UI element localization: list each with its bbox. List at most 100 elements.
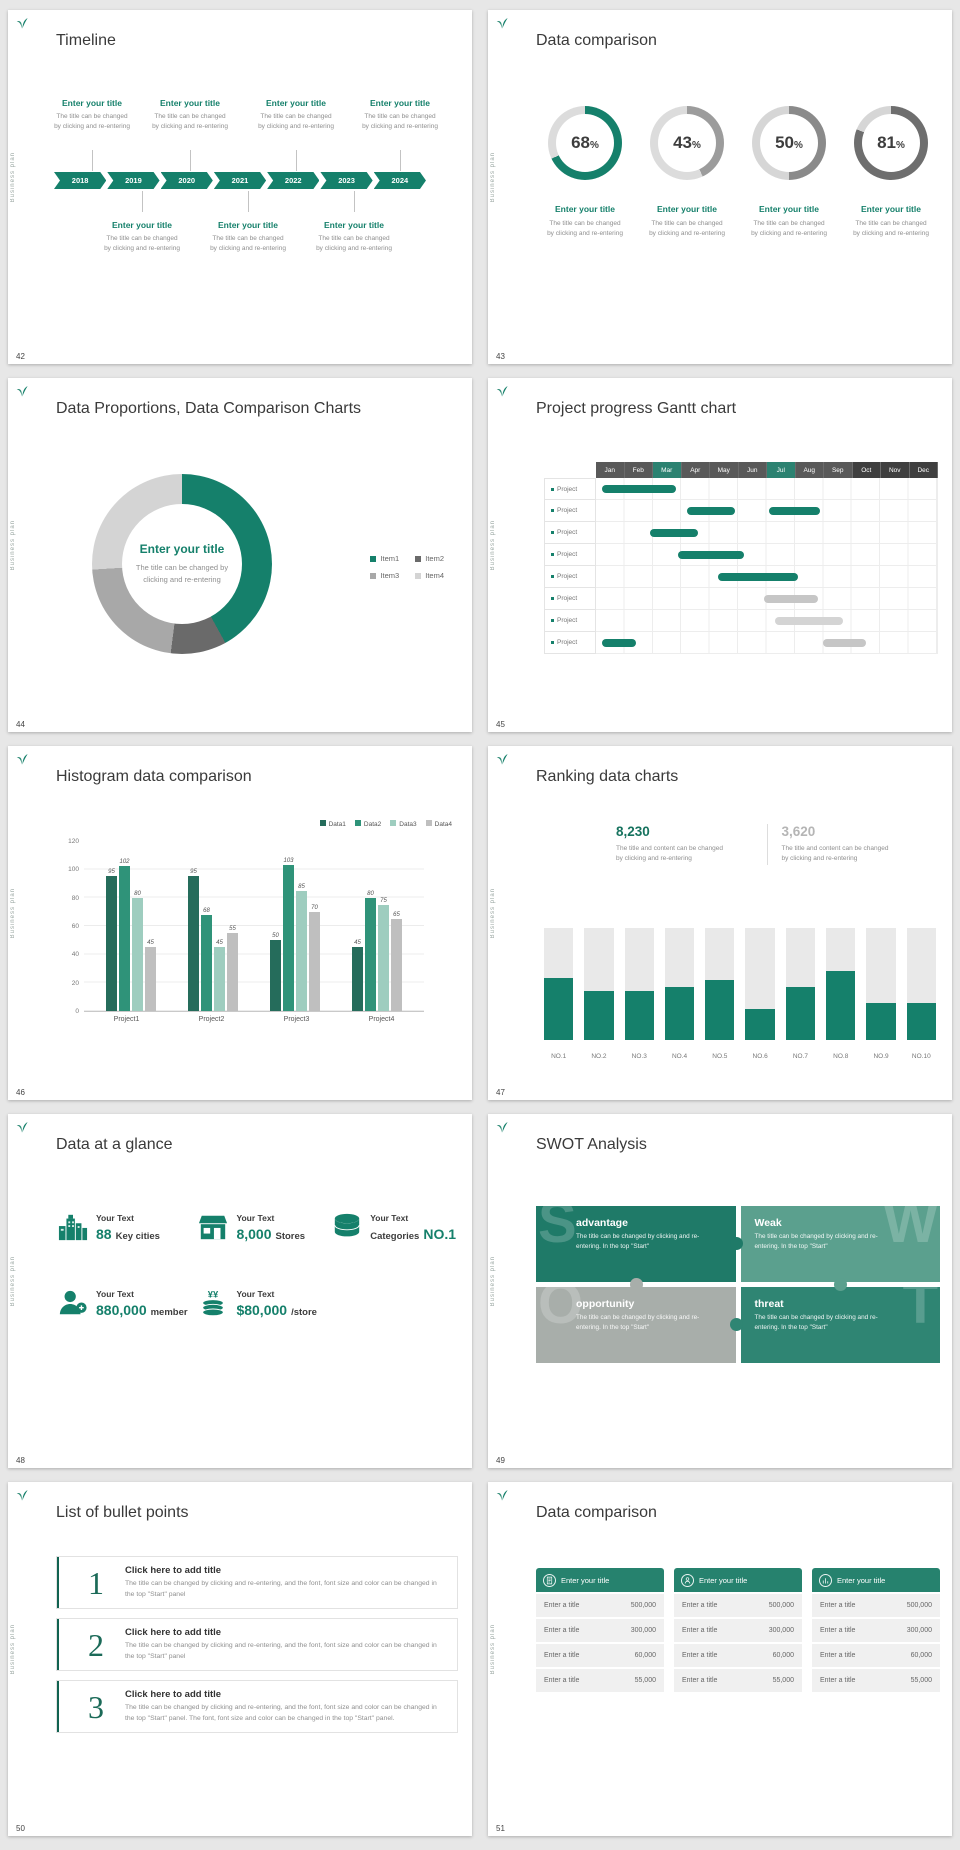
ranking-bar-chart: NO.1 NO.2 NO.3 NO.4 NO.5 NO.6 NO.7 NO.8 … xyxy=(544,928,936,1063)
gantt-bar xyxy=(678,550,744,559)
bar-groups: 95 102 80 45 95 68 45 55 50 103 85 70 xyxy=(84,842,424,1011)
chart-legend: Data1 Data2 Data3 Data4 xyxy=(319,820,452,828)
ring-caption: The title can be changed by clicking and… xyxy=(649,220,725,238)
gantt-bar xyxy=(718,572,798,581)
slide-number: 45 xyxy=(496,720,505,729)
bullet-square-icon xyxy=(551,531,554,534)
month-cell: Feb xyxy=(624,462,653,478)
gantt-row-label-text: Project xyxy=(557,595,578,602)
gantt-row-cells xyxy=(596,566,938,588)
legend-item: Item4 xyxy=(415,571,444,580)
year-segment: 2018 xyxy=(54,172,106,189)
slide-number: 48 xyxy=(16,1456,25,1465)
bar xyxy=(352,947,363,1011)
percent-sign: % xyxy=(896,139,905,151)
rank-fill xyxy=(705,979,735,1040)
slide-number: 47 xyxy=(496,1088,505,1097)
gantt-row-cells xyxy=(596,478,938,500)
y-tick: 60 xyxy=(71,923,79,930)
gantt-row-label: Project xyxy=(544,632,596,654)
bar xyxy=(309,912,320,1011)
row-value: 500,000 xyxy=(768,1602,794,1609)
table-header: Enter your title xyxy=(812,1568,940,1592)
bullet-body: The title can be changed by clicking and… xyxy=(125,1704,437,1722)
gantt-row-cells xyxy=(596,588,938,610)
rank-column: NO.3 xyxy=(624,928,654,1063)
row-value: 500,000 xyxy=(630,1602,656,1609)
stat-caption: The title and content can be changed by … xyxy=(781,845,889,863)
rank-column: NO.10 xyxy=(906,928,936,1063)
row-value: 60,000 xyxy=(910,1652,932,1659)
legend-swatch xyxy=(415,572,422,579)
gantt-row-cells xyxy=(596,544,938,566)
brand-logo-icon xyxy=(15,1120,29,1134)
bullet-card: 2 Click here to add title The title can b… xyxy=(56,1618,458,1672)
ring-percent-value: 81 xyxy=(877,133,896,152)
month-cell: Jul xyxy=(767,462,796,478)
ring-percent-value: 43 xyxy=(673,133,692,152)
gantt-row-label-text: Project xyxy=(557,485,578,493)
percent-sign: % xyxy=(590,139,599,151)
slide-48-data-glance[interactable]: Business plan Data at a glance Your Text… xyxy=(8,1114,472,1468)
vertical-divider xyxy=(766,824,768,865)
gantt-bar xyxy=(823,638,866,647)
slide-50-bullet-list[interactable]: Business plan List of bullet points 1 Cl… xyxy=(8,1482,472,1836)
slide-46-histogram[interactable]: Business plan Histogram data comparison … xyxy=(8,746,472,1100)
brand-vertical-text: Business plan xyxy=(10,151,16,202)
slide-43-data-comparison[interactable]: Business plan Data comparison 68% Enter … xyxy=(488,10,952,364)
ring-caption: The title can be changed by clicking and… xyxy=(751,220,827,238)
year-segment: 2024 xyxy=(374,172,426,189)
rank-column: NO.8 xyxy=(826,928,856,1063)
legend-swatch xyxy=(370,572,377,579)
gantt-header-spacer xyxy=(544,462,596,478)
puzzle-knob xyxy=(834,1278,847,1291)
table-row: Enter a title 55,000 xyxy=(674,1669,802,1692)
slide-number: 46 xyxy=(16,1088,25,1097)
y-tick: 40 xyxy=(71,951,79,958)
table-row: Enter a title 55,000 xyxy=(536,1669,664,1692)
bar-value-label: 102 xyxy=(119,859,130,865)
gantt-row-label-text: Project xyxy=(557,617,578,624)
slide-number: 43 xyxy=(496,352,505,361)
table-header-label: Enter your title xyxy=(699,1575,748,1585)
bar xyxy=(227,933,238,1011)
bar-value-label: 103 xyxy=(283,858,294,864)
swot-cell-title: Weak xyxy=(754,1217,782,1229)
gantt-month-header: Jan Feb Mar Apr May Jun Jul Aug Sep Oct … xyxy=(544,462,938,478)
database-icon xyxy=(332,1212,362,1242)
row-label: Enter a title xyxy=(682,1677,718,1684)
bar-value-label: 68 xyxy=(203,908,210,914)
slide-45-gantt[interactable]: Business plan Project progress Gantt cha… xyxy=(488,378,952,732)
bullet-card: 3 Click here to add title The title can b… xyxy=(56,1680,458,1734)
slide-42-timeline[interactable]: Business plan Timeline Enter your title T… xyxy=(8,10,472,364)
slide-number: 49 xyxy=(496,1456,505,1465)
city-buildings-icon xyxy=(58,1212,88,1242)
bar-group: 95 68 45 55 xyxy=(188,869,238,1011)
ring-title: Enter your title xyxy=(861,204,921,214)
month-cell: Nov xyxy=(881,462,910,478)
stat-item: ¥¥ Your Text $80,000/store xyxy=(198,1288,332,1318)
gantt-row: Project xyxy=(544,478,938,500)
timeline-connector xyxy=(296,150,297,171)
bar-value-label: 55 xyxy=(229,926,236,932)
legend-item: Item3 xyxy=(370,571,399,580)
y-tick: 120 xyxy=(68,838,79,845)
slide-51-data-tables[interactable]: Business plan Data comparison Enter your… xyxy=(488,1482,952,1836)
bullet-square-icon xyxy=(551,641,554,644)
brand-logo-icon xyxy=(495,384,509,398)
swot-cell-body: The title can be changed by clicking and… xyxy=(576,1314,700,1331)
gantt-row-label: Project xyxy=(544,544,596,566)
slide-44-donut-chart[interactable]: Business plan Data Proportions, Data Com… xyxy=(8,378,472,732)
slide-title: Project progress Gantt chart xyxy=(536,400,737,417)
store-icon xyxy=(198,1212,228,1242)
legend-swatch xyxy=(354,820,361,826)
slide-47-ranking[interactable]: Business plan Ranking data charts 8,230 T… xyxy=(488,746,952,1100)
donut-chart: Enter your title The title can be change… xyxy=(92,474,272,654)
timeline-graphic: Enter your title The title can be changed… xyxy=(54,98,438,333)
ring-percent-value: 50 xyxy=(775,133,794,152)
swot-letter: S xyxy=(538,1206,577,1255)
comparison-tables: Enter your title Enter a title 500,000 En… xyxy=(536,1568,940,1694)
row-value: 55,000 xyxy=(910,1677,932,1684)
table-header: Enter your title xyxy=(536,1568,664,1592)
